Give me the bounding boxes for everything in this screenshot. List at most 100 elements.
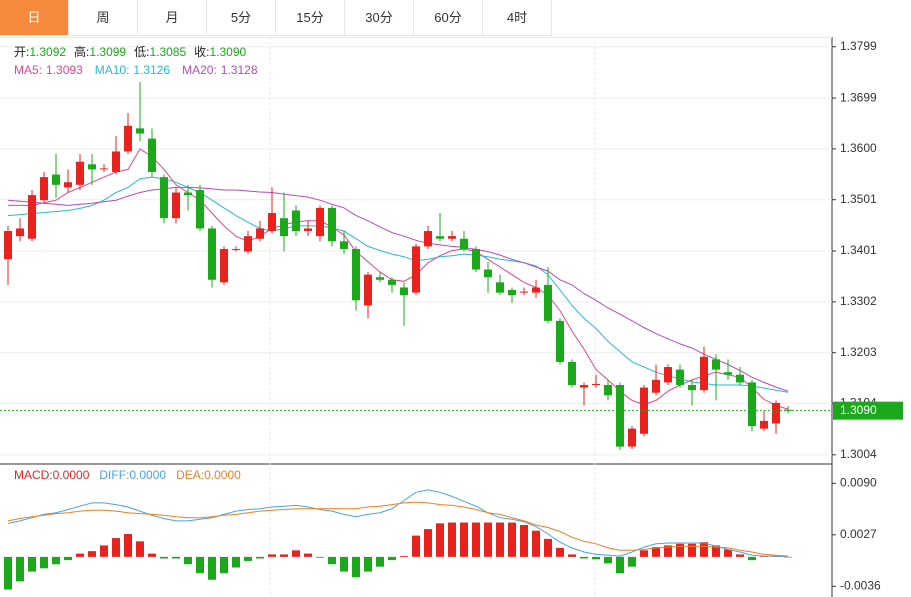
candle-body: [532, 287, 540, 293]
legend-label: MA20:: [182, 63, 217, 77]
candle-body: [448, 236, 456, 239]
legend-value: 1.3128: [221, 63, 258, 77]
ma-line: [8, 148, 789, 410]
legend-label: DIFF:: [99, 468, 129, 482]
y-tick-label: 1.3501: [840, 192, 877, 206]
candle-body: [100, 168, 108, 170]
candle-body: [556, 320, 564, 362]
macd-bar: [712, 545, 720, 557]
macd-bar: [352, 556, 360, 578]
candle-body: [172, 192, 180, 219]
period-tab[interactable]: 15分: [276, 0, 345, 36]
macd-bar: [748, 556, 756, 561]
candle-body: [40, 177, 48, 201]
macd-bar: [268, 554, 276, 557]
macd-bar: [676, 543, 684, 557]
period-tab[interactable]: 月: [138, 0, 207, 36]
macd-line: [7, 489, 789, 558]
period-tab[interactable]: 30分: [345, 0, 414, 36]
macd-bar: [4, 556, 12, 590]
legend-label: DEA:: [176, 468, 204, 482]
macd-bar: [40, 556, 48, 569]
candle-body: [52, 174, 60, 185]
macd-bar: [484, 522, 492, 557]
period-tab[interactable]: 周: [69, 0, 138, 36]
macd-bar: [76, 553, 84, 557]
macd-bar: [124, 533, 132, 557]
period-tab[interactable]: 60分: [414, 0, 483, 36]
candle-body: [484, 269, 492, 278]
candle-body: [328, 207, 336, 242]
legend-label: MA5:: [14, 63, 42, 77]
y-tick-label: 1.3302: [840, 294, 877, 308]
candle-body: [748, 382, 756, 427]
period-tabs: 日周月 5分 15分 30分 60分 4时: [0, 0, 552, 36]
legend-value: 0.0000: [53, 468, 90, 482]
candle-body: [268, 213, 276, 232]
last-price-tag: [833, 401, 903, 420]
candle-body: [724, 372, 732, 375]
legend-value: 1.3093: [46, 63, 83, 77]
y-tick-label: 1.3699: [840, 90, 877, 104]
macd-bar: [256, 556, 264, 559]
legend-label: MA10:: [95, 63, 130, 77]
macd-bar: [652, 547, 660, 557]
macd-bar: [376, 556, 384, 567]
macd-bar: [136, 541, 144, 557]
candle-body: [16, 228, 24, 237]
macd-bar: [412, 535, 420, 557]
candle-body: [772, 402, 780, 424]
macd-bar: [88, 551, 96, 557]
candle-body: [340, 241, 348, 249]
candle-body: [196, 189, 204, 229]
macd-bar: [568, 554, 576, 557]
y-tick-label: 1.3799: [840, 39, 877, 53]
macd-bar: [448, 522, 456, 557]
ma-line: [7, 186, 789, 392]
period-tab[interactable]: 4时: [483, 0, 552, 36]
macd-bar: [472, 522, 480, 557]
candle-body: [652, 379, 660, 393]
macd-bar: [580, 556, 588, 559]
info-label: 收:: [194, 45, 209, 59]
y-tick-label: 1.3401: [840, 243, 877, 257]
candle-body: [604, 385, 612, 396]
macd-bar: [52, 556, 60, 565]
macd-bar: [532, 530, 540, 557]
period-tab[interactable]: 日: [0, 0, 69, 36]
y-tick-label: 1.3004: [840, 447, 877, 461]
candle-body: [208, 228, 216, 280]
candle-body: [256, 228, 264, 239]
candle-body: [352, 248, 360, 301]
candle-body: [520, 291, 528, 293]
info-label: 低:: [134, 45, 149, 59]
macd-bar: [436, 523, 444, 557]
macd-bar: [724, 549, 732, 557]
candle-body: [364, 274, 372, 306]
macd-bar: [520, 525, 528, 557]
candle-body: [148, 138, 156, 172]
macd-bar: [784, 556, 792, 558]
legend-value: 0.0000: [204, 468, 241, 482]
macd-bar: [280, 554, 288, 557]
candle-body: [664, 367, 672, 383]
macd-bar: [424, 529, 432, 557]
candle-body: [64, 182, 72, 188]
period-tab[interactable]: 5分: [207, 0, 276, 36]
y-tick-label: 1.3600: [840, 141, 877, 155]
candle-body: [376, 277, 384, 280]
candle-body: [712, 359, 720, 370]
ma-line: [7, 176, 789, 393]
macd-bar: [112, 538, 120, 557]
candle-body: [112, 151, 120, 172]
macd-bar: [28, 556, 36, 572]
legend-value: 0.0000: [129, 468, 166, 482]
macd-bar: [400, 556, 408, 557]
candle-body: [124, 125, 132, 152]
last-price-label: 1.3090: [840, 403, 877, 417]
candle-body: [688, 385, 696, 391]
candle-body: [28, 195, 36, 239]
macd-bar: [544, 538, 552, 557]
candle-body: [4, 231, 12, 260]
